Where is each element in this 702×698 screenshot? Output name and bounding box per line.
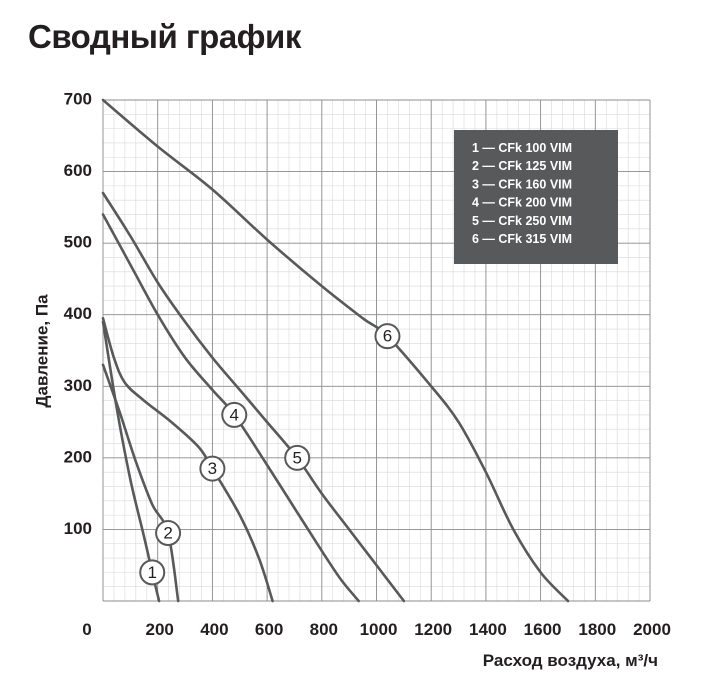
legend: 1 — CFk 100 VIM 2 — CFk 125 VIM 3 — CFk 16… [454,130,618,264]
y-tick-label: 100 [64,519,92,538]
legend-box [454,130,618,264]
series-line-5 [101,191,406,603]
legend-item: 1 — CFk 100 VIM [472,141,572,155]
x-tick-label: 0 [82,620,91,639]
series-marker-1: 1 [139,559,166,586]
x-tick-labels: 0 200 400 600 800 1000 1200 1400 1600 1800 2000 [82,620,671,639]
marker-circle [374,323,401,350]
legend-item: 4 — CFk 200 VIM [472,196,572,210]
y-tick-labels: 100 200 300 400 500 600 700 [64,89,92,537]
x-tick-label: 1000 [360,620,398,639]
x-tick-label: 1200 [414,620,452,639]
x-tick-label: 600 [255,620,283,639]
marker-label: 4 [230,405,239,424]
marker-circle [139,559,166,586]
x-tick-label: 1600 [524,620,562,639]
x-tick-label: 1400 [469,620,507,639]
series-marker-5: 5 [284,444,311,471]
y-tick-label: 600 [64,161,92,180]
marker-circle [155,520,182,547]
legend-item: 5 — CFk 250 VIM [472,214,572,228]
marker-label: 2 [163,523,172,542]
legend-item: 6 — CFk 315 VIM [472,232,572,246]
marker-label: 5 [292,448,301,467]
legend-items: 1 — CFk 100 VIM 2 — CFk 125 VIM 3 — CFk 16… [472,141,572,246]
marker-label: 1 [147,563,156,582]
x-axis-label: Расход воздуха, м³/ч [483,651,658,670]
series-marker-4: 4 [221,401,248,428]
series-line-1 [101,320,161,603]
y-tick-label: 500 [64,233,92,252]
series-marker-6: 6 [374,323,401,350]
marker-label: 3 [208,459,217,478]
series-marker-2: 2 [155,520,182,547]
series-marker-3: 3 [199,455,226,482]
series-markers: 1 2 3 4 5 6 [139,323,401,586]
y-axis-label: Давление, Па [32,294,51,408]
y-tick-label: 400 [64,304,92,323]
page-title: Сводный график [28,18,301,55]
x-tick-label: 1800 [578,620,616,639]
marker-circle [199,455,226,482]
series-line-2 [101,363,180,603]
marker-circle [284,444,311,471]
series-line-3 [101,317,274,603]
y-tick-label: 300 [64,376,92,395]
y-tick-label: 200 [64,447,92,466]
marker-circle [221,401,248,428]
x-tick-label: 200 [146,620,174,639]
y-tick-label: 700 [64,89,92,108]
legend-item: 2 — CFk 125 VIM [472,159,572,173]
marker-label: 6 [383,327,392,346]
x-tick-label: 800 [310,620,338,639]
x-tick-label: 400 [200,620,228,639]
x-tick-label: 2000 [633,620,671,639]
legend-item: 3 — CFk 160 VIM [472,177,572,191]
